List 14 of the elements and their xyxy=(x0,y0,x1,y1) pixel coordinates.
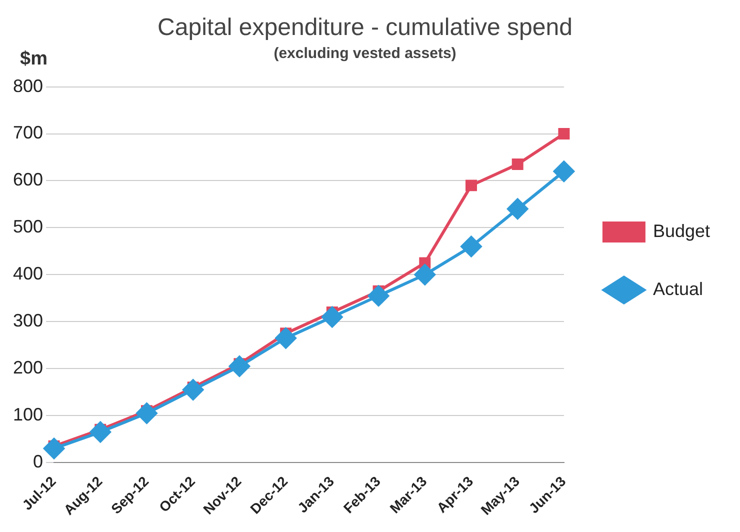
y-tick-label: 0 xyxy=(33,452,44,472)
y-tick-label: 400 xyxy=(12,264,44,284)
y-tick-label: 500 xyxy=(12,216,44,237)
legend-label: Budget xyxy=(652,220,710,241)
y-tick-label: 100 xyxy=(12,404,44,425)
legend-label: Actual xyxy=(652,278,703,299)
y-tick-label: 200 xyxy=(12,358,44,378)
y-tick-label: 600 xyxy=(12,170,44,190)
chart-title: Capital expenditure - cumulative spend xyxy=(158,14,572,42)
y-tick-label: 800 xyxy=(12,76,44,96)
y-axis-title: $m xyxy=(20,48,48,70)
chart-subtitle: (excluding vested assets) xyxy=(274,44,456,62)
y-tick-label: 300 xyxy=(12,310,44,331)
y-tick-label: 700 xyxy=(12,122,44,143)
